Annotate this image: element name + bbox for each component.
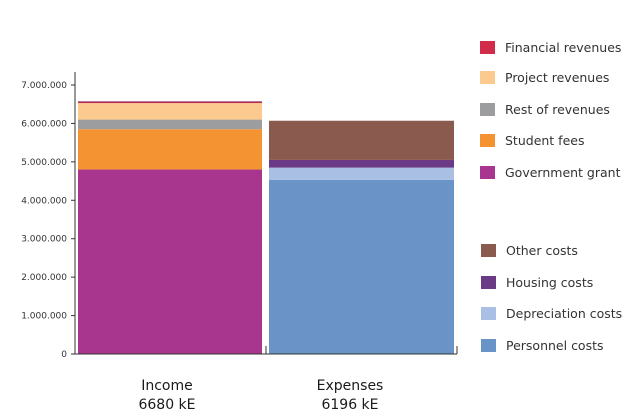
category-name: Income <box>141 378 193 394</box>
y-tick-label: 1.000.000 <box>21 312 67 322</box>
y-tick-label: 5.000.000 <box>21 158 67 168</box>
bar-segment-project-revenues-income <box>78 103 262 120</box>
bar-segment-other-costs-expenses <box>269 120 454 160</box>
bar-segment-personnel-costs-expenses <box>269 179 454 354</box>
y-tick-label: 6.000.000 <box>21 119 67 129</box>
category-total: 6680 kE <box>138 397 196 413</box>
category-label-expenses: Expenses 6196 kE <box>295 377 405 415</box>
bar-segment-housing-costs-expenses <box>269 159 454 168</box>
category-total: 6196 kE <box>321 397 379 413</box>
bar-segment-government-grant-income <box>78 169 262 354</box>
bar-segment-financial-revenues-income <box>78 101 262 104</box>
y-tick-label: 0 <box>61 350 67 360</box>
category-label-income: Income 6680 kE <box>112 377 222 415</box>
y-tick-label: 2.000.000 <box>21 273 67 283</box>
bar-segment-rest-of-revenues-income <box>78 119 262 130</box>
bar-segment-student-fees-income <box>78 129 262 170</box>
y-tick-label: 4.000.000 <box>21 196 67 206</box>
y-tick-label: 7.000.000 <box>21 81 67 91</box>
bar-segment-depreciation-costs-expenses <box>269 167 454 180</box>
y-tick-label: 3.000.000 <box>21 235 67 245</box>
category-name: Expenses <box>316 378 384 394</box>
